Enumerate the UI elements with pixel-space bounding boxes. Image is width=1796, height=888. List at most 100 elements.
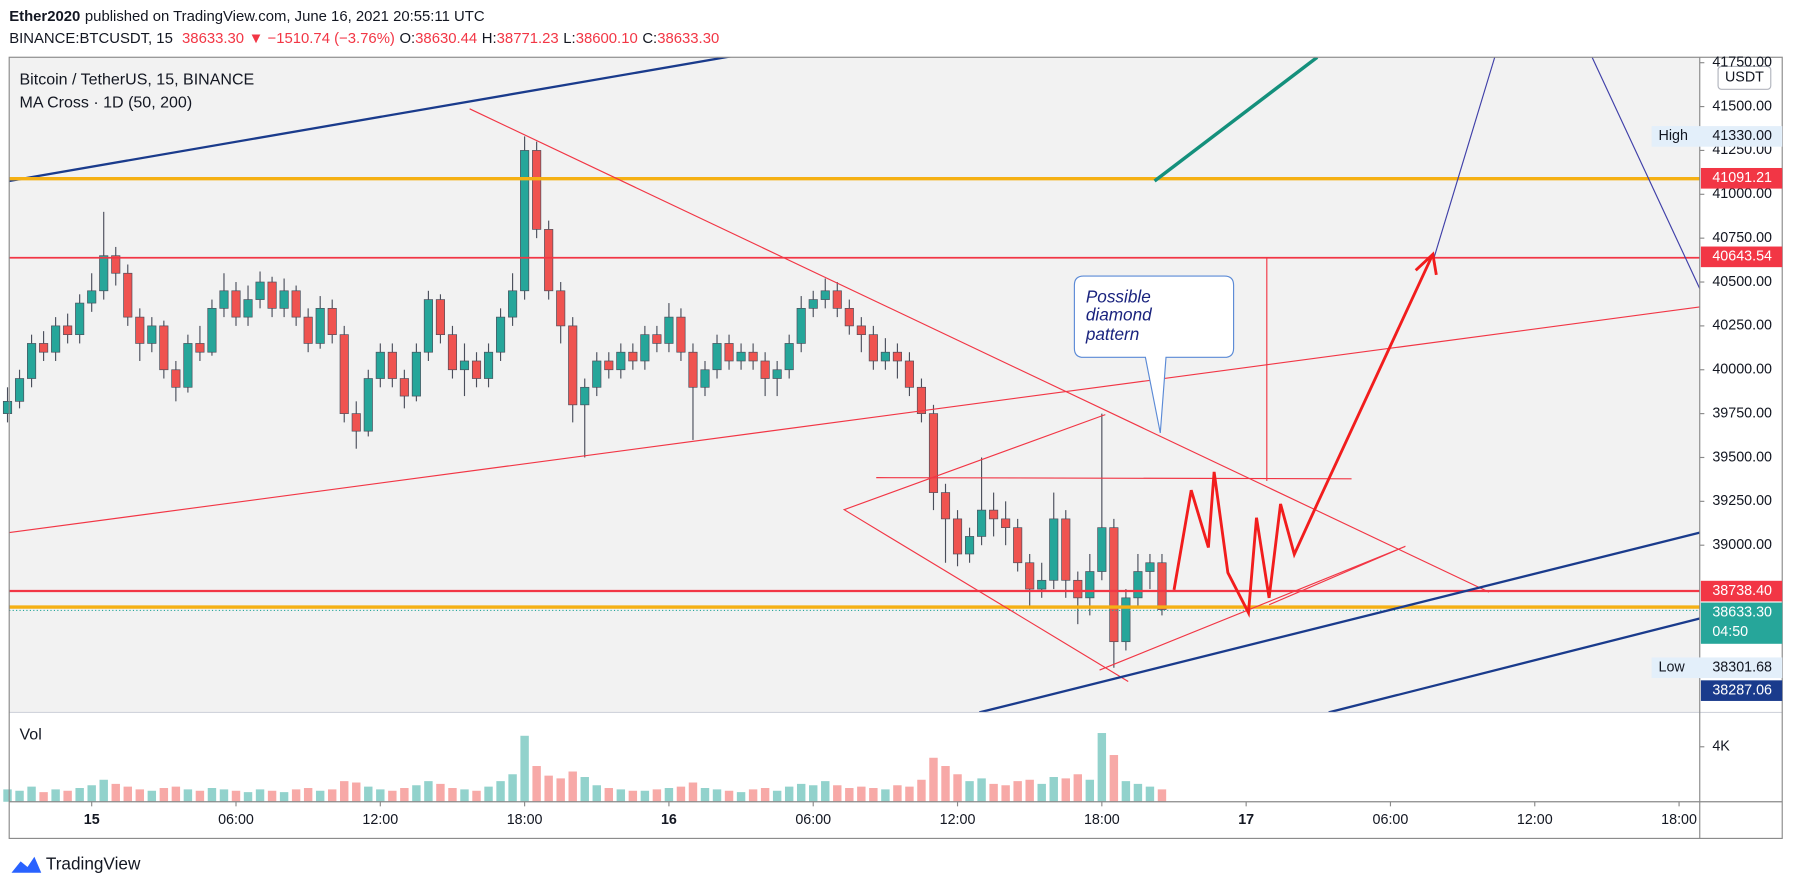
volume-bar <box>400 788 409 802</box>
candle-body <box>207 308 217 353</box>
candle-body <box>604 360 614 371</box>
volume-bar <box>171 786 181 802</box>
candle-body <box>736 351 746 362</box>
candle-body <box>580 386 590 406</box>
volume-bar <box>39 792 48 802</box>
x-tick-label: 15 <box>84 812 100 828</box>
trend-line <box>1153 57 1319 183</box>
volume-bar <box>1049 777 1058 802</box>
volume-bar <box>3 789 12 802</box>
volume-bar <box>147 790 157 802</box>
price-label-box <box>1700 246 1783 268</box>
candle-body <box>532 150 542 230</box>
y-tick-label: 40750.00 <box>1712 230 1772 246</box>
trend-line <box>1433 57 1496 258</box>
volume-bar <box>772 790 782 802</box>
callout-text: diamond <box>1086 305 1152 325</box>
volume-bar <box>183 789 193 802</box>
volume-bar <box>520 735 529 802</box>
volume-bar <box>1061 778 1070 802</box>
candle-body <box>1049 518 1059 581</box>
candle-body <box>1109 527 1119 643</box>
volume-bar <box>15 790 24 802</box>
x-tick-label: 06:00 <box>795 812 831 828</box>
volume-bar <box>652 789 662 802</box>
candle-body <box>892 351 902 362</box>
candle-body <box>664 316 674 344</box>
candle-body <box>327 308 337 336</box>
volume-bar <box>207 788 217 802</box>
x-tick-label: 06:00 <box>218 812 254 828</box>
volume-bar <box>1001 785 1010 802</box>
x-tick-label: 18:00 <box>507 812 543 828</box>
candle-body <box>483 351 494 379</box>
volume-bar <box>796 783 806 802</box>
indicator-title: MA Cross · 1D (50, 200) <box>20 93 193 111</box>
candle-body <box>796 308 806 344</box>
brand: TradingView <box>46 853 141 873</box>
candle-body <box>243 299 253 318</box>
candle-body <box>1121 597 1131 643</box>
volume-bar <box>75 788 84 802</box>
frame <box>8 56 1783 839</box>
candle-body <box>592 360 602 388</box>
change: ▼ −1510.74 (−3.76%) <box>249 31 395 47</box>
volume-bar <box>448 788 457 802</box>
candle-body <box>556 290 566 327</box>
volume-bar <box>1145 786 1155 802</box>
x-tick-label: 16 <box>661 812 677 828</box>
volume-bar <box>712 789 722 802</box>
y-tick-label: 41750.00 <box>1712 54 1772 70</box>
volume-bar <box>352 782 361 802</box>
candle-body <box>1037 579 1047 590</box>
byline: Ether2020 published on TradingView.com, J… <box>9 9 485 25</box>
candle-body <box>832 290 842 309</box>
volume-bar <box>27 786 36 802</box>
candle-body <box>628 351 638 362</box>
candle-body <box>267 281 277 309</box>
logo <box>11 856 42 873</box>
candle-body <box>51 325 61 353</box>
high-label-value: 41330.00 <box>1712 128 1772 144</box>
volume-bar <box>893 785 902 802</box>
volume-bar <box>580 777 589 802</box>
candle-body <box>159 325 169 371</box>
volume-bar <box>1085 779 1095 802</box>
candle-body <box>965 536 975 555</box>
volume-bar <box>436 783 445 802</box>
candle-body <box>1061 518 1071 581</box>
price-pane <box>9 57 1700 713</box>
volume-bar <box>51 789 60 802</box>
volume-bar <box>291 789 301 802</box>
volume-bar <box>376 789 385 802</box>
trend-line <box>9 57 733 183</box>
symbol: BINANCE:BTCUSDT, 15 <box>9 31 173 47</box>
ohlc-key: L: <box>563 31 575 47</box>
volume-bar <box>544 775 553 802</box>
candle-body <box>351 413 361 432</box>
volume-bar <box>604 788 614 802</box>
ohlc-value: 38630.44 <box>415 31 477 47</box>
axis-labels: 39000.00 39250.00 39500.00 39750.00 40000.00… <box>84 54 1783 828</box>
volume-bar <box>929 757 938 802</box>
volume-bar <box>845 788 854 802</box>
volume-bar <box>724 790 734 802</box>
candle-body <box>640 334 650 362</box>
candle-body <box>471 360 482 379</box>
candle-body <box>411 351 421 397</box>
candle-body <box>808 299 818 309</box>
candle-body <box>315 308 325 344</box>
volume-bar <box>676 786 686 802</box>
volume-bar <box>640 790 650 802</box>
candle-body <box>748 351 758 362</box>
volume-bar <box>195 790 205 802</box>
candle-body <box>989 509 999 520</box>
volume-bar <box>327 789 337 802</box>
currency-box[interactable] <box>1717 65 1772 90</box>
last-price: 38633.30 <box>182 31 244 47</box>
volume-bar <box>315 790 325 802</box>
x-tick-label: 12:00 <box>940 812 976 828</box>
volume-bar <box>243 792 253 802</box>
y-tick-label: 4K <box>1712 739 1730 755</box>
candle-body <box>977 509 987 537</box>
